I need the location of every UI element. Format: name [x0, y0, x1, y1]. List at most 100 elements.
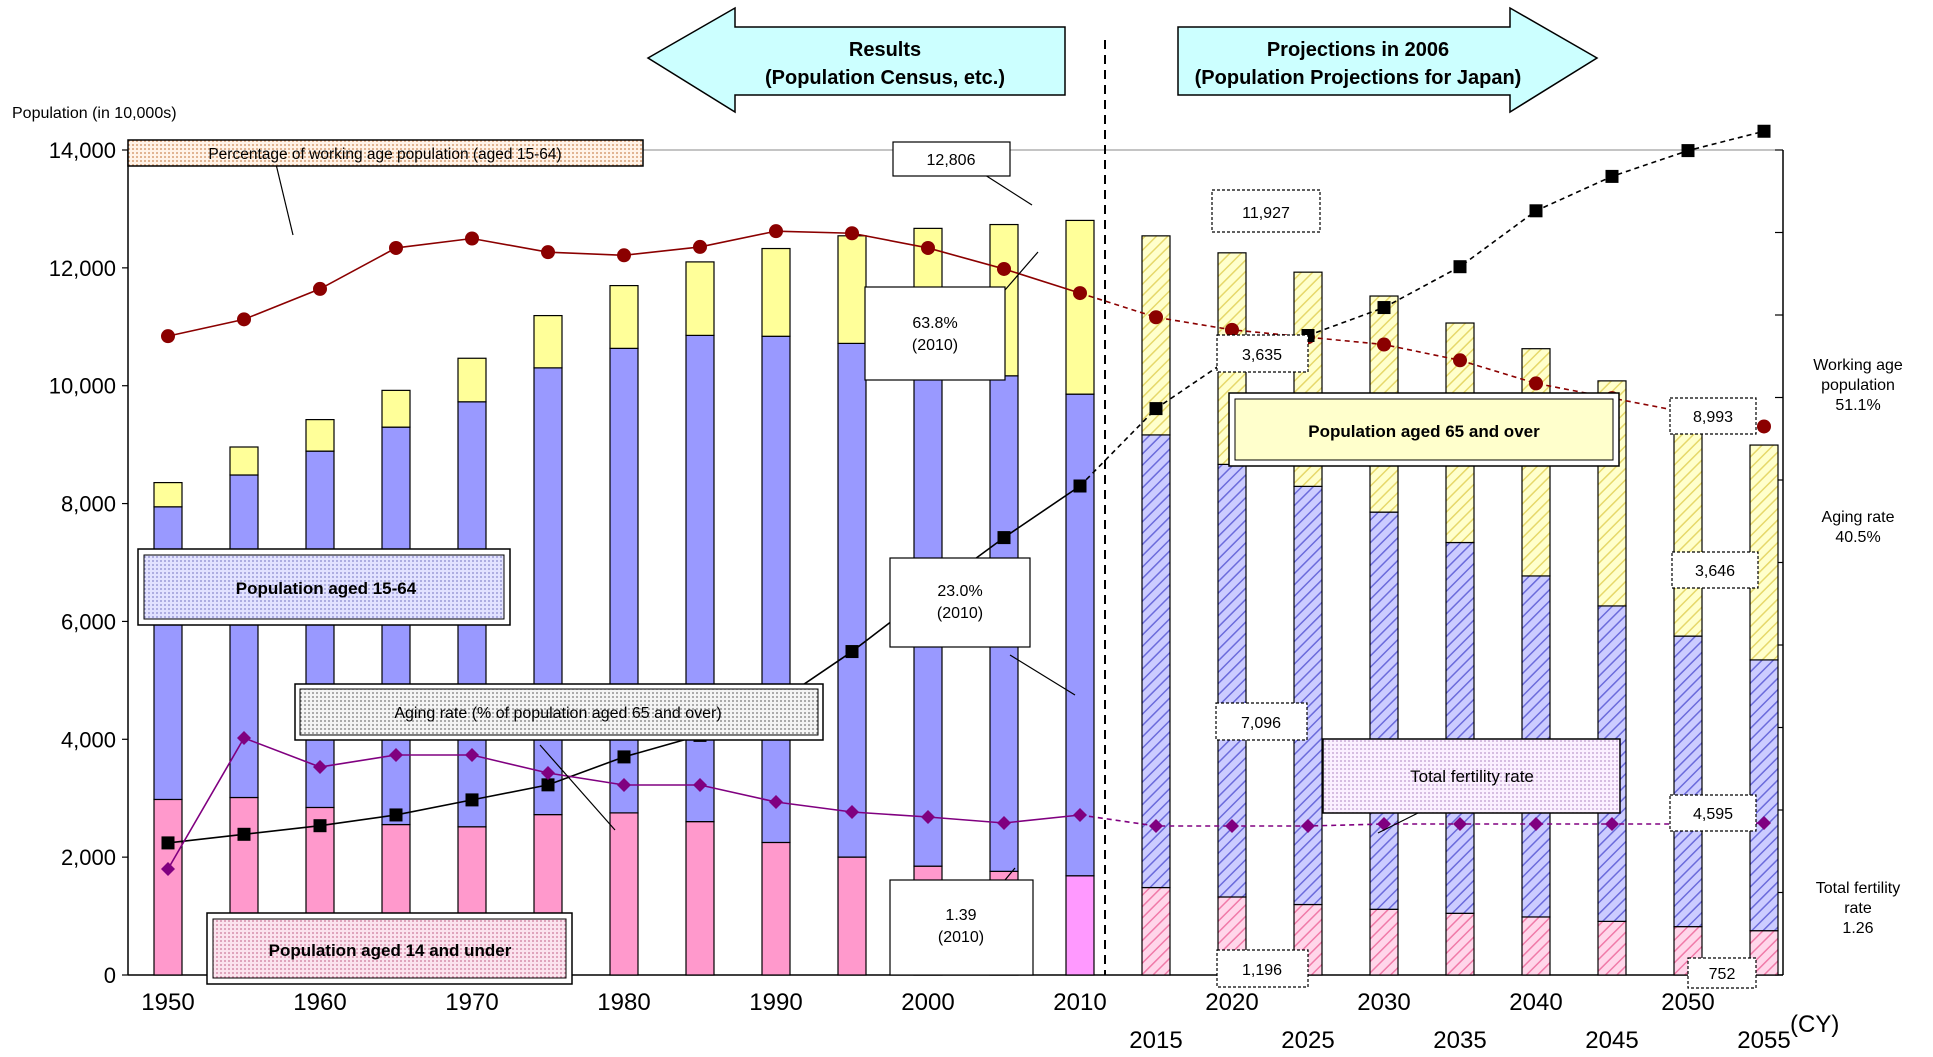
- x-tick-label: 2000: [901, 989, 954, 1016]
- y-tick-label: 12,000: [49, 256, 116, 281]
- aging-rate-point: [313, 819, 327, 833]
- y-tick-label: 0: [104, 963, 116, 988]
- svg-text:Aging rate: Aging rate: [1822, 509, 1895, 526]
- working-pct-point: [1225, 322, 1239, 337]
- fertility-rate-point: [617, 778, 631, 792]
- svg-text:Total fertility: Total fertility: [1816, 880, 1900, 897]
- x-tick-label: 1960: [293, 989, 346, 1016]
- projections-subtitle: (Population Projections for Japan): [1195, 67, 1522, 89]
- x-tick-label: 1970: [445, 989, 498, 1016]
- fertility-label: Total fertility rate: [1322, 738, 1621, 814]
- working-pct-point: [1073, 286, 1087, 301]
- bar-aged-65-over: [685, 261, 715, 336]
- svg-text:Population aged 15-64: Population aged 15-64: [236, 579, 417, 598]
- right-label-aging: Aging rate 40.5%: [1822, 509, 1895, 546]
- working-pct-point: [1149, 310, 1163, 325]
- svg-text:Total fertility rate: Total fertility rate: [1410, 767, 1534, 786]
- bar-aged-15-64: [1673, 635, 1703, 928]
- working-pct-point: [1453, 353, 1467, 368]
- callout-child-2025: 1,196: [1216, 949, 1309, 988]
- callout-working-2010: 63.8% (2010): [864, 286, 1006, 381]
- fertility-rate-point: [389, 748, 403, 762]
- fertility-rate-point: [161, 862, 175, 876]
- svg-text:12,806: 12,806: [927, 152, 976, 169]
- bar-aged-65-over: [229, 446, 259, 476]
- working-pct-point: [921, 240, 935, 255]
- working-pct-point: [389, 240, 403, 255]
- right-label-working: Working age population 51.1%: [1813, 357, 1903, 414]
- results-title: Results: [849, 39, 921, 61]
- x-tick-label: 2010: [1053, 989, 1106, 1016]
- projections-title: Projections in 2006: [1267, 39, 1449, 61]
- callout-old-2055: 3,646: [1671, 551, 1759, 589]
- bar-aged-15-64: [685, 334, 715, 823]
- callout-old-2025: 3,635: [1216, 334, 1309, 373]
- bar-aged-14-under: [1521, 916, 1551, 976]
- fertility-rate-point: [1453, 817, 1467, 831]
- bar-aged-14-under: [837, 856, 867, 976]
- callout-total-2025: 11,927: [1211, 189, 1321, 233]
- bar-aged-65-over: [609, 284, 639, 349]
- bar-aged-65-over: [837, 235, 867, 345]
- x-tick-label: 2045: [1585, 1027, 1638, 1054]
- bar-aged-14-under: [685, 821, 715, 976]
- svg-text:1.39: 1.39: [945, 907, 976, 924]
- x-tick-label: 1950: [141, 989, 194, 1016]
- bar-aged-15-64: [1293, 485, 1323, 906]
- bar-aged-15-64: [229, 474, 259, 799]
- bar-aged-65-over: [1065, 219, 1095, 395]
- y-tick-label: 4,000: [61, 727, 116, 752]
- callout-working-2055: 4,595: [1669, 794, 1757, 832]
- bar-aged-15-64: [837, 342, 867, 858]
- svg-text:63.8%: 63.8%: [912, 315, 957, 332]
- fertility-rate-point: [1757, 816, 1771, 830]
- x-tick-label: 2015: [1129, 1027, 1182, 1054]
- bar-aged-65-over: [1673, 413, 1703, 637]
- bar-aged-65-over: [381, 389, 411, 428]
- fertility-rate-point: [1529, 817, 1543, 831]
- x-tick-label: 2055: [1737, 1027, 1790, 1054]
- results-subtitle: (Population Census, etc.): [765, 67, 1005, 89]
- bar-aged-15-64: [533, 367, 563, 816]
- leader-lines: [274, 159, 1421, 881]
- fertility-rate-point: [541, 766, 555, 780]
- svg-text:Population aged 14 and under: Population aged 14 and under: [269, 941, 512, 960]
- aging-rate-point: [1073, 479, 1087, 493]
- svg-text:40.5%: 40.5%: [1835, 529, 1880, 546]
- aging-rate-point: [1453, 260, 1467, 274]
- aging-rate-point: [1757, 124, 1771, 138]
- y-tick-label: 10,000: [49, 374, 116, 399]
- working-pct-point: [617, 248, 631, 263]
- bar-aged-15-64: [381, 426, 411, 826]
- aging-rate-point: [541, 778, 555, 792]
- svg-text:1,196: 1,196: [1242, 962, 1282, 979]
- bar-aged-15-64: [609, 347, 639, 814]
- aging-rate-point: [1529, 204, 1543, 218]
- svg-text:3,635: 3,635: [1242, 347, 1282, 364]
- callout-fertility-2010: 1.39 (2010): [889, 879, 1034, 976]
- fertility-rate-point: [769, 795, 783, 809]
- fertility-rate-line-projected: [1079, 814, 1765, 827]
- aged-14-under-label: Population aged 14 and under: [206, 912, 573, 985]
- svg-text:752: 752: [1709, 966, 1736, 983]
- bar-aged-14-under: [1141, 886, 1171, 976]
- x-tick-label: 2040: [1509, 989, 1562, 1016]
- bar-aged-14-under: [609, 812, 639, 976]
- results-arrow: Results (Population Census, etc.): [646, 6, 1066, 114]
- svg-text:51.1%: 51.1%: [1835, 397, 1880, 414]
- svg-text:(2010): (2010): [937, 605, 983, 622]
- aging-rate-label: Aging rate (% of population aged 65 and …: [294, 683, 824, 741]
- bar-aged-14-under: [1369, 908, 1399, 976]
- x-axis-ticks: 1950 1960 1970 1980 1990 2000 2010 2020 2030 2040…: [141, 989, 1790, 1054]
- working-pct-point: [1757, 419, 1771, 434]
- bar-aged-15-64: [1445, 541, 1475, 914]
- fertility-rate-point: [1073, 808, 1087, 822]
- aging-rate-point: [1149, 402, 1163, 416]
- working-pct-point: [161, 329, 175, 344]
- bar-aged-65-over: [533, 314, 563, 369]
- x-axis-unit: (CY): [1790, 1011, 1839, 1038]
- fertility-rate-point: [1225, 819, 1239, 833]
- working-pct-point: [1377, 337, 1391, 352]
- aging-rate-point: [997, 531, 1011, 545]
- fertility-rate-point: [997, 816, 1011, 830]
